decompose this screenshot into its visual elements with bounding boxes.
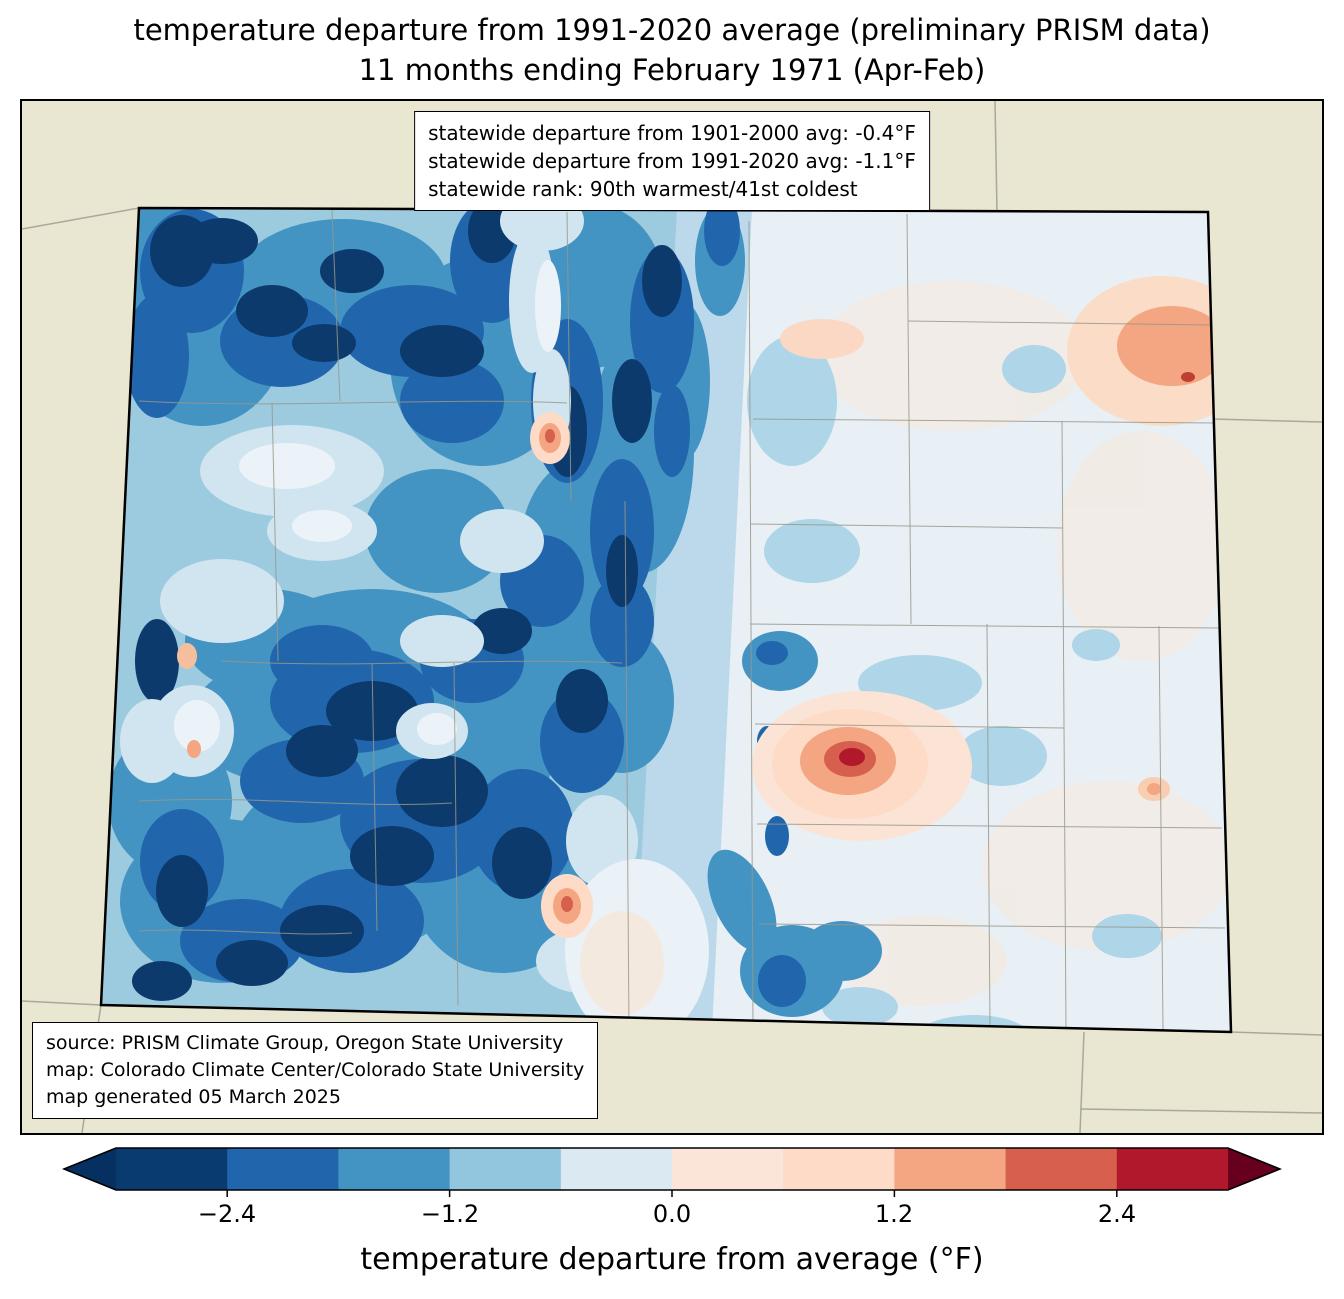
west-tiny-warm-spots — [177, 643, 201, 758]
colorbar-ticks — [226, 1190, 1118, 1197]
colorbar-axis-label: temperature departure from average (°F) — [360, 1242, 984, 1277]
colorbar-outline — [62, 1147, 1282, 1191]
colorbar — [62, 1145, 1282, 1199]
stats-line-1: statewide departure from 1901-2000 avg: … — [428, 121, 916, 145]
source-line-1: source: PRISM Climate Group, Oregon Stat… — [46, 1032, 564, 1054]
map-title: temperature departure from 1991-2020 ave… — [0, 10, 1344, 90]
colorbar-tick-labels: −2.4 −1.2 0.0 1.2 2.4 — [62, 1200, 1282, 1234]
colorbar-segment — [116, 1148, 228, 1190]
colorbar-segment — [672, 1148, 784, 1190]
colorbar-segment — [338, 1148, 451, 1190]
colorbar-segment — [783, 1148, 896, 1190]
colorbar-tick-label: −1.2 — [420, 1200, 480, 1228]
colorbar-segment — [449, 1148, 562, 1190]
colorbar-tick-label: 2.4 — [1097, 1200, 1137, 1228]
source-box: source: PRISM Climate Group, Oregon Stat… — [32, 1022, 599, 1119]
north-central-warm-anomaly — [530, 412, 570, 464]
east-light-blue-pockets — [747, 336, 1162, 1032]
colorbar-tick-label: 1.2 — [874, 1200, 914, 1228]
colorbar-segment — [1116, 1148, 1228, 1190]
map-title-line2: 11 months ending February 1971 (Apr-Feb) — [358, 53, 986, 87]
colorbar-svg — [62, 1147, 1282, 1197]
source-line-2: map: Colorado Climate Center/Colorado St… — [46, 1059, 585, 1081]
county-borders — [138, 209, 1226, 1031]
colorbar-tick-label: −2.4 — [197, 1200, 257, 1228]
east-small-warm-patches — [780, 319, 1170, 801]
colorbar-tick-label: 0.0 — [652, 1200, 692, 1228]
west-darkest-blue-layer — [132, 208, 682, 1001]
colorbar-segment — [227, 1148, 340, 1190]
warm-anomaly-northeast — [1067, 276, 1231, 426]
stats-box: statewide departure from 1901-2000 avg: … — [414, 111, 930, 211]
stats-line-3: statewide rank: 90th warmest/41st coldes… — [428, 177, 858, 201]
colorbar-segment — [560, 1148, 673, 1190]
warm-anomaly-southeast — [752, 691, 972, 841]
colorbar-right-arrow — [1228, 1148, 1280, 1190]
colorbar-segment — [1005, 1148, 1118, 1190]
colorbar-left-arrow — [64, 1148, 116, 1190]
colorado-anomaly-data — [101, 208, 1231, 1032]
source-line-3: map generated 05 March 2025 — [46, 1086, 341, 1108]
map-svg — [22, 101, 1322, 1133]
east-pale-warm-zones — [817, 281, 1231, 1006]
south-central-warm-anomaly — [541, 859, 709, 1032]
stats-line-2: statewide departure from 1991-2020 avg: … — [428, 149, 916, 173]
map-title-line1: temperature departure from 1991-2020 ave… — [133, 13, 1211, 47]
map-frame: statewide departure from 1901-2000 avg: … — [20, 99, 1324, 1135]
colorbar-segment — [894, 1148, 1007, 1190]
